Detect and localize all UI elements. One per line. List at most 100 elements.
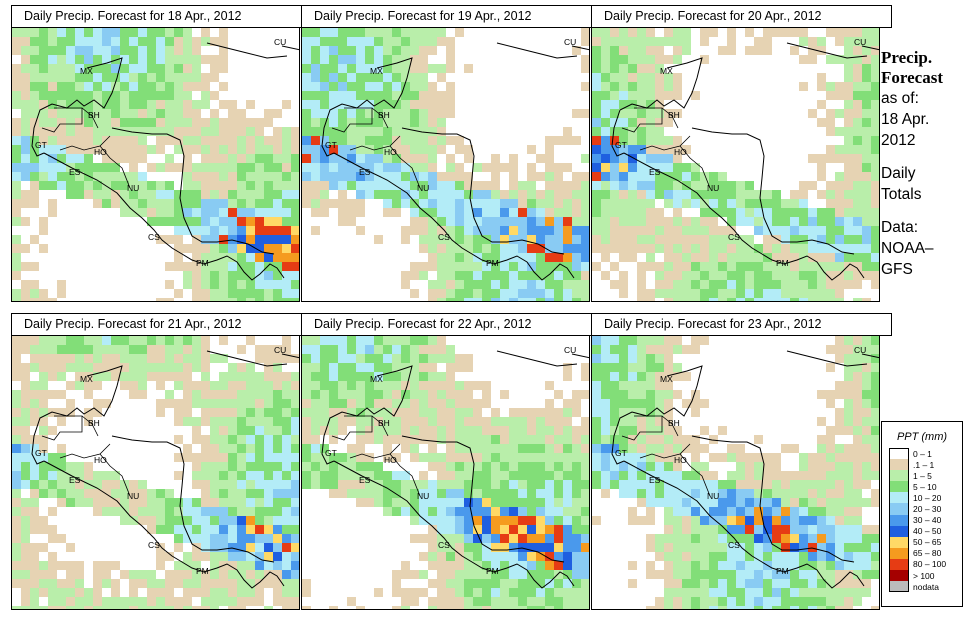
precip-cell (437, 190, 446, 199)
precip-cell (30, 462, 39, 471)
precip-cell (853, 127, 862, 136)
precip-cell (727, 199, 736, 208)
precip-cell (410, 381, 419, 390)
precip-cell (210, 462, 219, 471)
precip-cell (700, 543, 709, 552)
precip-cell (437, 217, 446, 226)
precip-cell (619, 372, 628, 381)
precip-cell (581, 516, 589, 525)
precip-cell (518, 561, 527, 570)
precip-cell (628, 381, 637, 390)
precip-cell (30, 127, 39, 136)
precip-cell (862, 82, 871, 91)
precip-cell (673, 525, 682, 534)
precip-cell (754, 298, 763, 301)
precip-cell (554, 435, 563, 444)
precip-cell (763, 588, 772, 597)
precip-cell (383, 471, 392, 480)
precip-cell (727, 46, 736, 55)
precip-cell (401, 55, 410, 64)
precip-cell (111, 597, 120, 606)
precip-cell (129, 498, 138, 507)
precip-cell (536, 226, 545, 235)
precip-cell (291, 489, 299, 498)
precip-cell (365, 408, 374, 417)
precip-cell (93, 82, 102, 91)
precip-cell (482, 199, 491, 208)
precip-cell (102, 507, 111, 516)
precip-cell (374, 28, 383, 37)
precip-cell (673, 172, 682, 181)
precip-cell (57, 172, 66, 181)
precip-cell (156, 552, 165, 561)
precip-cell (147, 28, 156, 37)
precip-cell (727, 453, 736, 462)
precip-cell (835, 417, 844, 426)
precip-cell (120, 154, 129, 163)
precip-cell (255, 534, 264, 543)
precip-cell (572, 570, 581, 579)
precip-cell (763, 235, 772, 244)
precip-cell (527, 579, 536, 588)
precip-cell (392, 426, 401, 435)
precip-cell (392, 579, 401, 588)
precip-cell (718, 570, 727, 579)
precip-cell (718, 426, 727, 435)
precip-cell (572, 507, 581, 516)
precip-cell (581, 181, 589, 190)
precip-cell (871, 208, 879, 217)
precip-cell (120, 82, 129, 91)
precip-cell (401, 136, 410, 145)
precip-cell (619, 91, 628, 100)
precip-cell (646, 136, 655, 145)
coastline (401, 127, 565, 255)
precip-cell (57, 579, 66, 588)
precip-cell (273, 390, 282, 399)
precip-cell (428, 354, 437, 363)
precip-cell (554, 471, 563, 480)
precip-cell (66, 37, 75, 46)
precip-cell (745, 280, 754, 289)
precip-cell (853, 597, 862, 606)
precip-cell (264, 417, 273, 426)
precip-cell (419, 372, 428, 381)
precip-cell (273, 570, 282, 579)
precip-cell (781, 516, 790, 525)
precip-cell (646, 181, 655, 190)
precip-cell (219, 289, 228, 298)
precip-cell (518, 190, 527, 199)
precip-cell (536, 199, 545, 208)
precip-cell (853, 235, 862, 244)
precip-cell (718, 588, 727, 597)
precip-cell (871, 181, 879, 190)
precip-cell (491, 298, 500, 301)
precip-cell (102, 606, 111, 609)
precip-cell (174, 507, 183, 516)
coastline (111, 127, 275, 255)
precip-cell (437, 507, 446, 516)
precip-cell (374, 354, 383, 363)
precip-cell (736, 262, 745, 271)
precip-cell (419, 82, 428, 91)
precip-cell (12, 507, 21, 516)
precip-cell (246, 372, 255, 381)
precip-cell (581, 534, 589, 543)
precip-cell (156, 145, 165, 154)
precip-cell (246, 471, 255, 480)
precip-cell (291, 462, 299, 471)
precip-cell (610, 345, 619, 354)
precip-cell (437, 64, 446, 73)
precip-cell (428, 217, 437, 226)
precip-cell (84, 363, 93, 372)
precip-cell (527, 444, 536, 453)
precip-cell (817, 100, 826, 109)
legend-swatch (889, 492, 909, 504)
precip-cell (763, 516, 772, 525)
precip-cell (291, 289, 299, 298)
precip-cell (563, 408, 572, 417)
precip-cell (655, 597, 664, 606)
precip-cell (84, 118, 93, 127)
precip-cell (536, 190, 545, 199)
precip-cell (826, 516, 835, 525)
precip-cell (601, 109, 610, 118)
